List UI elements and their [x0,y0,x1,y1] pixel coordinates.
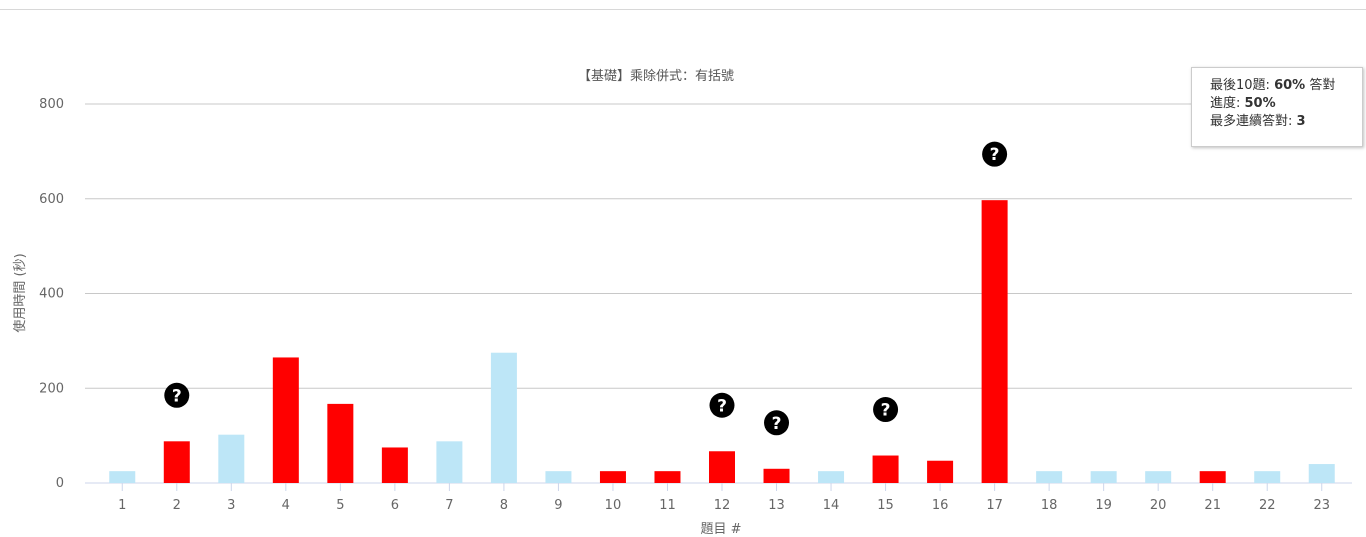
bar-1[interactable] [109,471,136,483]
bar-13[interactable] [763,468,790,483]
bar-4[interactable] [272,357,299,483]
svg-text:?: ? [717,396,727,416]
bar-5[interactable] [327,403,354,483]
bar-3[interactable] [218,434,245,483]
y-tick-label: 600 [39,192,64,207]
question-circle-icon: ? [873,397,899,423]
x-tick-label: 5 [336,498,344,513]
x-tick-label: 18 [1041,498,1058,513]
x-tick-label: 19 [1095,498,1112,513]
bar-8[interactable] [490,352,517,483]
x-tick-label: 2 [173,498,181,513]
hint-icons: ????? [164,141,1008,436]
bar-7[interactable] [436,441,463,483]
bars [109,200,1335,483]
y-tick-label: 200 [39,381,64,396]
stats-tooltip: 最後10題: 60% 答對 進度: 50% 最多連續答對: 3 [1191,67,1363,147]
x-tick-label: 17 [986,498,1003,513]
x-tick-label: 11 [659,498,676,513]
bar-10[interactable] [599,471,626,483]
bar-22[interactable] [1254,471,1281,483]
question-circle-icon: ? [164,382,190,408]
bar-11[interactable] [654,471,681,483]
x-tick-label: 13 [768,498,785,513]
tooltip-streak-label: 最多連續答對: [1210,114,1297,129]
bar-2[interactable] [163,441,190,483]
bar-19[interactable] [1090,471,1117,483]
question-circle-icon: ? [764,410,790,436]
y-tick-label: 400 [39,287,64,302]
question-circle-icon: ? [982,141,1008,167]
x-tick-label: 10 [605,498,622,513]
y-axis-label: 使用時間 (秒) [12,253,28,332]
x-tick-label: 21 [1204,498,1221,513]
tooltip-progress-value: 50% [1244,96,1276,111]
tooltip-last10: 最後10題: 60% 答對 [1210,77,1362,95]
x-tick-label: 23 [1313,498,1330,513]
svg-text:?: ? [772,414,782,434]
x-tick-label: 20 [1150,498,1167,513]
bar-12[interactable] [709,451,735,483]
x-axis-label: 題目 # [700,522,741,537]
y-tick-label: 0 [56,476,64,491]
x-tick-label: 1 [118,498,126,513]
x-tick-label: 14 [823,498,840,513]
bar-9[interactable] [545,471,572,483]
y-axis-ticks: 0 200 400 600 800 [39,97,64,491]
tooltip-progress-label: 進度: [1210,96,1245,111]
bar-14[interactable] [818,471,845,483]
tooltip-streak-value: 3 [1296,114,1306,129]
tooltip-streak: 最多連續答對: 3 [1210,113,1362,131]
bar-6[interactable] [381,447,408,483]
x-tick-label: 6 [391,498,399,513]
question-circle-icon: ? [709,392,735,418]
x-axis-ticks: 1 2 3 4 5 6 7 8 9 10 11 12 13 14 15 16 17 18 19 20 21 22 23 [118,483,1330,513]
bar-15[interactable] [872,455,899,483]
bar-17[interactable] [981,200,1008,483]
x-tick-label: 4 [282,498,290,513]
bar-20[interactable] [1145,471,1172,483]
x-tick-label: 3 [227,498,235,513]
bar-21[interactable] [1199,471,1226,483]
bar-23[interactable] [1308,464,1335,483]
tooltip-last10-value: 60% [1274,78,1306,93]
svg-text:?: ? [881,401,891,421]
x-tick-label: 22 [1259,498,1276,513]
bar-18[interactable] [1036,471,1063,483]
x-tick-label: 16 [932,498,949,513]
x-tick-label: 8 [500,498,508,513]
bar-16[interactable] [927,460,954,483]
x-tick-label: 15 [877,498,894,513]
y-tick-label: 800 [39,97,64,112]
chart-title: 【基礎】乘除併式：有括號 [578,69,734,84]
tooltip-progress: 進度: 50% [1210,95,1362,113]
x-tick-label: 7 [445,498,453,513]
top-divider [0,9,1366,10]
x-tick-label: 9 [554,498,562,513]
x-tick-label: 12 [714,498,731,513]
svg-text:?: ? [172,386,182,406]
svg-text:?: ? [990,145,1000,165]
tooltip-last10-label: 最後10題: [1210,78,1275,93]
tooltip-last10-suffix: 答對 [1305,78,1336,93]
